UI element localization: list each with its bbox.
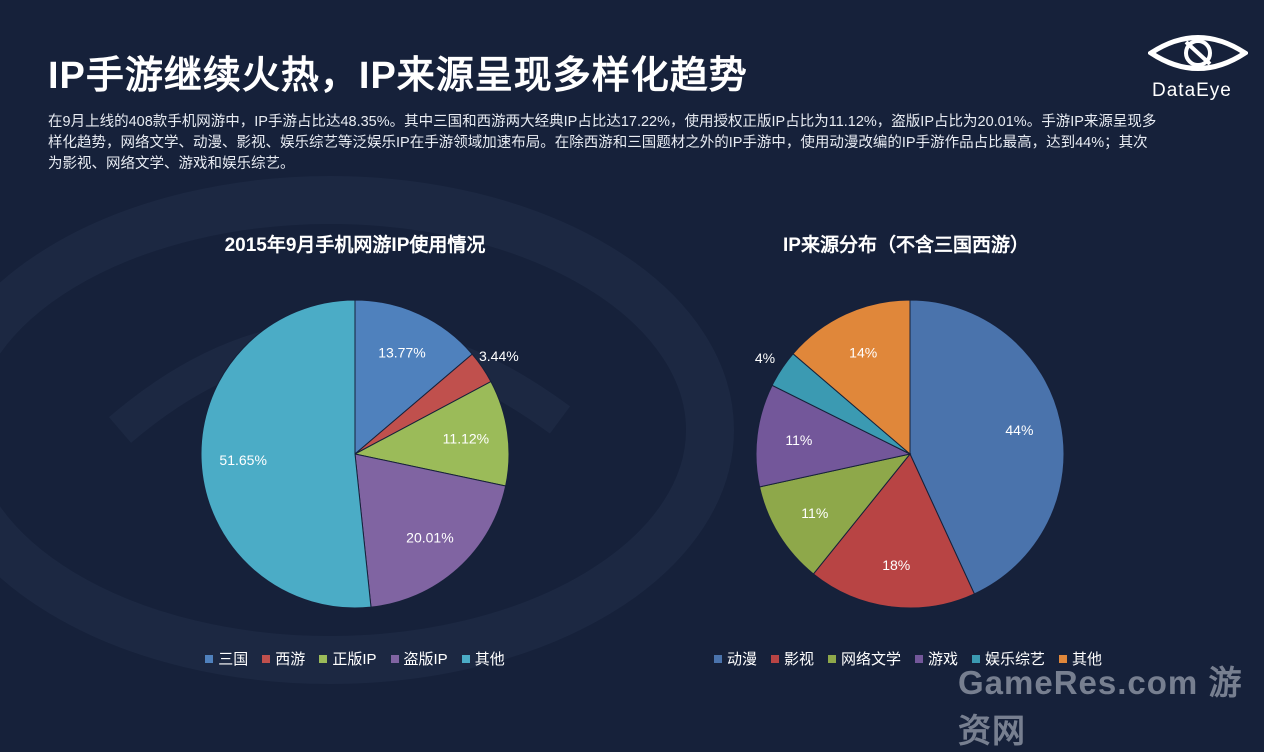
slice-label-其他: 14% — [849, 344, 877, 360]
pie-slice-网络文学 — [758, 453, 912, 575]
pie-slice-三国 — [354, 299, 473, 456]
chart-1-legend: 三国 西游 正版IP 盗版IP 其他 — [95, 648, 615, 669]
legend-item-盗版IP: 盗版IP — [390, 648, 448, 669]
legend-item-其他: 其他 — [1059, 648, 1102, 669]
page-title: IP手游继续火热，IP来源呈现多样化趋势 — [48, 55, 748, 97]
dataeye-logo: DataEye — [1146, 30, 1250, 102]
pie-slice-影视 — [812, 453, 976, 609]
logo-text: DataEye — [1152, 80, 1232, 101]
legend-swatch — [915, 654, 923, 663]
legend-swatch — [262, 654, 271, 663]
legend-swatch — [713, 654, 722, 663]
legend-item-动漫: 动漫 — [713, 648, 757, 669]
chart-1-pie: 13.77% 3.44% 11.12% 20.01% 51.65% — [200, 299, 519, 609]
legend-label: 三国 — [218, 651, 249, 668]
legend-item-网络文学: 网络文学 — [827, 648, 901, 669]
legend-item-正版IP: 正版IP — [319, 648, 377, 669]
pie-slice-盗版IP — [354, 453, 507, 608]
slice-label-三国: 13.77% — [378, 344, 425, 360]
slice-label-正版IP: 11.12% — [443, 430, 489, 446]
eye-logo-icon — [1148, 35, 1248, 71]
pie-slice-其他 — [792, 299, 911, 456]
legend-swatch — [205, 654, 214, 663]
chart-2-pie: 44% 18% 11% 11% 4% 14% — [755, 299, 1065, 609]
legend-label: 影视 — [783, 651, 814, 668]
legend-swatch — [1059, 654, 1068, 663]
slice-label-西游: 3.44% — [479, 348, 519, 364]
chart-2-title: IP来源分布（不含三国西游） — [783, 235, 1029, 256]
pie-slice-正版IP — [353, 380, 510, 487]
legend-swatch — [770, 654, 779, 663]
legend-label: 娱乐综艺 — [985, 651, 1046, 668]
gameres-watermark: GameRes.com 游资网 — [958, 664, 1243, 749]
legend-label: 西游 — [275, 651, 306, 668]
legend-item-娱乐综艺: 娱乐综艺 — [972, 648, 1045, 669]
page-description: 在9月上线的408款手机网游中，IP手游占比达48.35%。其中三国和西游两大经… — [48, 114, 1157, 172]
slice-label-盗版IP: 20.01% — [406, 529, 453, 545]
legend-swatch — [461, 654, 470, 663]
legend-swatch — [319, 654, 328, 663]
legend-label: 其他 — [1072, 651, 1103, 668]
legend-item-三国: 三国 — [205, 648, 248, 669]
legend-label: 正版IP — [332, 651, 377, 668]
pie-slice-动漫 — [909, 299, 1065, 595]
slice-label-游戏: 11% — [785, 432, 812, 448]
chart-2-legend: 动漫 影视 网络文学 游戏 娱乐综艺 其他 — [648, 648, 1168, 669]
legend-label: 动漫 — [726, 651, 757, 668]
legend-label: 网络文学 — [840, 651, 901, 668]
legend-swatch — [972, 654, 981, 663]
slice-label-动漫: 44% — [1005, 422, 1033, 438]
legend-item-西游: 西游 — [262, 648, 305, 669]
legend-swatch — [827, 654, 836, 663]
slice-label-娱乐综艺: 4% — [755, 350, 775, 366]
chart-1-title: 2015年9月手机网游IP使用情况 — [224, 235, 486, 256]
slice-label-网络文学: 11% — [801, 505, 828, 521]
slice-label-其他: 51.65% — [219, 452, 266, 468]
pie-slice-其他 — [200, 299, 372, 609]
legend-label: 盗版IP — [403, 651, 448, 668]
slice-label-影视: 18% — [882, 557, 910, 573]
legend-item-其他: 其他 — [461, 648, 505, 669]
legend-item-游戏: 游戏 — [915, 648, 958, 669]
legend-label: 游戏 — [928, 651, 959, 668]
pie-slice-游戏 — [755, 384, 912, 488]
legend-item-影视: 影视 — [770, 648, 814, 669]
legend-swatch — [390, 654, 399, 663]
legend-label: 其他 — [474, 651, 505, 668]
